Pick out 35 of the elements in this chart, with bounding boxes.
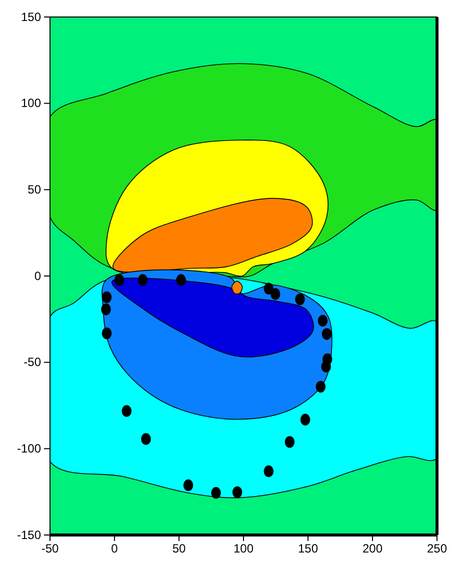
y-tick-label: 50 [28,182,42,197]
point [300,414,310,426]
point [141,433,151,445]
x-tick-label: -50 [41,542,59,556]
y-tick-label: 0 [34,268,42,283]
point [176,274,186,286]
point [316,380,326,393]
x-tick-label: 0 [111,542,118,556]
point [295,293,305,306]
x-tick-label: 200 [362,542,383,556]
point [138,274,148,286]
y-tick-label: 150 [20,10,42,24]
point [264,282,274,294]
point [322,353,332,366]
point [322,328,332,340]
point [264,465,274,478]
point [318,314,328,327]
x-tick-label: 100 [233,542,254,556]
x-tick-label: 250 [426,542,448,556]
point [183,479,194,492]
y-tick-label: -50 [24,355,42,370]
point [114,274,124,286]
point [232,486,242,498]
x-tick-label: 150 [298,542,318,556]
y-tick-label: -100 [16,442,42,456]
y-tick-label: 100 [20,96,42,110]
point [122,405,132,417]
point [270,288,280,300]
point [211,487,221,499]
point [102,291,112,304]
x-tick-label: 50 [172,542,186,556]
point [101,303,111,316]
point [102,327,112,340]
point [284,436,295,448]
y-tick-label: -150 [16,528,42,542]
